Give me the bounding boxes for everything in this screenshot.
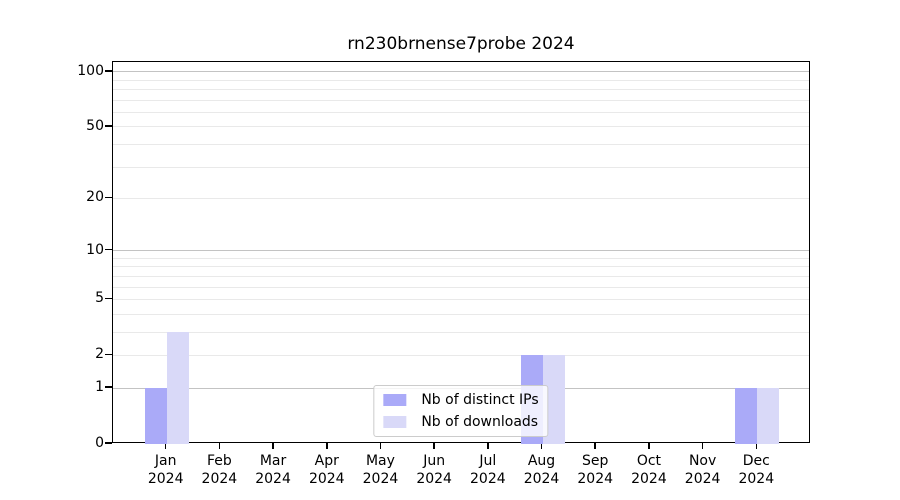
plot-area: Nb of distinct IPs Nb of downloads	[112, 61, 810, 444]
x-tick-label-mar: Mar 2024	[233, 452, 313, 488]
minor-gridline	[113, 275, 809, 277]
x-tick-mark	[755, 443, 758, 449]
x-tick-label-may: May 2024	[340, 452, 420, 488]
x-tick-mark	[164, 443, 167, 449]
x-label-year: 2024	[523, 471, 560, 487]
legend: Nb of distinct IPs Nb of downloads	[373, 385, 549, 437]
minor-gridline	[113, 89, 809, 91]
legend-item-distinct-ips: Nb of distinct IPs	[383, 392, 539, 408]
minor-gridline	[113, 257, 809, 259]
legend-swatch-downloads	[383, 416, 407, 428]
y-tick-mark	[105, 196, 112, 199]
x-label-year: 2024	[362, 471, 399, 487]
y-tick-label: 50	[86, 117, 104, 134]
x-tick-label-jun: Jun 2024	[394, 452, 474, 488]
x-tick-label-dec: Dec 2024	[716, 452, 796, 488]
legend-label-downloads: Nb of downloads	[421, 414, 539, 430]
minor-gridline	[113, 143, 809, 145]
y-tick-mark	[105, 248, 112, 251]
x-tick-mark	[326, 443, 328, 449]
x-label-year: 2024	[738, 471, 775, 487]
x-tick-label-aug: Aug 2024	[502, 452, 582, 488]
minor-gridline	[113, 79, 809, 81]
x-tick-label-sep: Sep 2024	[555, 452, 635, 488]
y-tick-label: 2	[95, 346, 104, 363]
x-label-year: 2024	[631, 471, 667, 487]
minor-gridline	[113, 126, 809, 128]
minor-gridline	[113, 99, 809, 101]
minor-gridline	[113, 298, 809, 300]
y-tick-label: 100	[77, 62, 104, 79]
minor-gridline	[113, 354, 809, 356]
legend-swatch-distinct-ips	[383, 394, 407, 406]
y-tick-label: 1	[95, 379, 104, 396]
x-tick-mark	[272, 443, 274, 449]
x-label-year: 2024	[577, 471, 614, 487]
x-tick-mark	[433, 443, 435, 449]
minor-gridline	[113, 286, 809, 288]
minor-gridline	[113, 111, 809, 113]
x-label-month: Oct	[636, 453, 662, 469]
x-label-year: 2024	[308, 471, 345, 487]
x-label-year: 2024	[684, 471, 721, 487]
legend-item-downloads: Nb of downloads	[383, 414, 538, 430]
y-tick-mark	[105, 353, 112, 356]
major-gridline	[113, 250, 809, 252]
x-label-month: Jun	[423, 453, 446, 469]
bar-dec-downloads	[757, 388, 780, 444]
bar-dec-distinct-ips	[735, 388, 758, 444]
x-label-month: Jan	[154, 453, 177, 469]
x-tick-label-jul: Jul 2024	[448, 452, 528, 488]
x-tick-mark	[379, 443, 382, 449]
x-tick-label-nov: Nov 2024	[663, 452, 743, 488]
minor-gridline	[113, 266, 809, 268]
bar-jan-distinct-ips	[144, 388, 167, 444]
minor-gridline	[113, 197, 809, 199]
x-label-month: Mar	[259, 453, 287, 469]
x-label-month: Dec	[742, 453, 770, 469]
x-tick-label-jan: Jan 2024	[126, 452, 206, 488]
major-gridline	[113, 71, 809, 73]
x-tick-mark	[701, 443, 704, 449]
x-tick-mark	[487, 443, 489, 449]
x-tick-label-feb: Feb 2024	[179, 452, 259, 488]
minor-gridline	[113, 166, 809, 168]
x-label-year: 2024	[255, 471, 291, 487]
x-tick-mark	[648, 443, 650, 449]
minor-gridline	[113, 313, 809, 315]
y-tick-mark	[105, 125, 112, 127]
y-tick-mark	[105, 297, 112, 300]
x-label-month: Feb	[206, 453, 232, 469]
y-tick-mark	[105, 70, 112, 72]
y-tick-label: 20	[86, 189, 104, 206]
x-label-month: Jul	[479, 453, 497, 469]
x-label-month: Aug	[527, 453, 556, 469]
x-label-month: May	[365, 453, 395, 469]
legend-label-distinct-ips: Nb of distinct IPs	[421, 392, 539, 408]
x-label-month: Apr	[314, 453, 339, 469]
y-tick-label: 10	[86, 241, 104, 258]
x-label-year: 2024	[147, 471, 184, 487]
y-tick-label: 0	[95, 435, 104, 451]
x-tick-mark	[594, 443, 596, 449]
x-label-year: 2024	[416, 471, 452, 487]
x-label-month: Nov	[688, 453, 717, 469]
minor-gridline	[113, 331, 809, 333]
x-tick-mark	[540, 443, 543, 449]
x-tick-label-oct: Oct 2024	[609, 452, 689, 488]
x-label-year: 2024	[470, 471, 506, 487]
x-tick-label-apr: Apr 2024	[287, 452, 367, 488]
x-tick-mark	[218, 443, 221, 449]
y-tick-mark	[105, 386, 112, 388]
chart-title: rn230brnense7probe 2024	[347, 34, 575, 54]
x-label-year: 2024	[201, 471, 238, 487]
y-tick-mark	[105, 442, 112, 444]
x-label-month: Sep	[582, 453, 609, 469]
y-tick-label: 5	[95, 290, 104, 307]
bar-jan-downloads	[166, 332, 189, 444]
